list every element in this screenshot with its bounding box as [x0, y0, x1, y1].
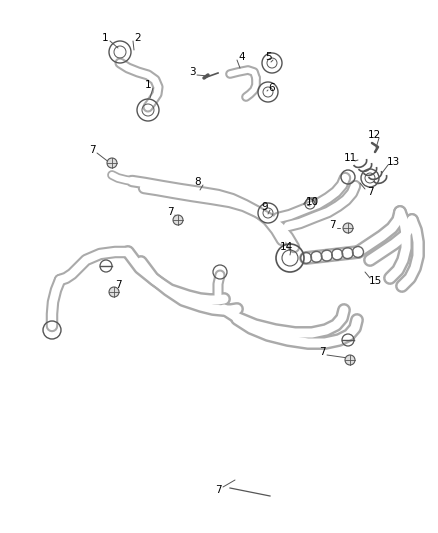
- Text: 7: 7: [367, 187, 373, 197]
- Text: 7: 7: [328, 220, 336, 230]
- Text: 3: 3: [189, 67, 195, 77]
- Text: 10: 10: [305, 197, 318, 207]
- Circle shape: [107, 158, 117, 168]
- Text: 5: 5: [265, 52, 271, 62]
- Text: 7: 7: [88, 145, 95, 155]
- Circle shape: [343, 223, 353, 233]
- Text: 7: 7: [115, 280, 121, 290]
- Text: 11: 11: [343, 153, 357, 163]
- Text: 6: 6: [268, 83, 276, 93]
- Text: 15: 15: [368, 276, 381, 286]
- Text: 9: 9: [261, 202, 268, 212]
- Text: 7: 7: [215, 485, 221, 495]
- Text: 7: 7: [167, 207, 173, 217]
- Circle shape: [345, 355, 355, 365]
- Text: 7: 7: [319, 347, 325, 357]
- Text: 4: 4: [239, 52, 245, 62]
- Text: 12: 12: [367, 130, 381, 140]
- Text: 1: 1: [145, 80, 151, 90]
- Text: 14: 14: [279, 242, 293, 252]
- Text: 1: 1: [102, 33, 108, 43]
- Circle shape: [173, 215, 183, 225]
- Text: 8: 8: [194, 177, 201, 187]
- Circle shape: [109, 287, 119, 297]
- Text: 2: 2: [135, 33, 141, 43]
- Text: 13: 13: [386, 157, 399, 167]
